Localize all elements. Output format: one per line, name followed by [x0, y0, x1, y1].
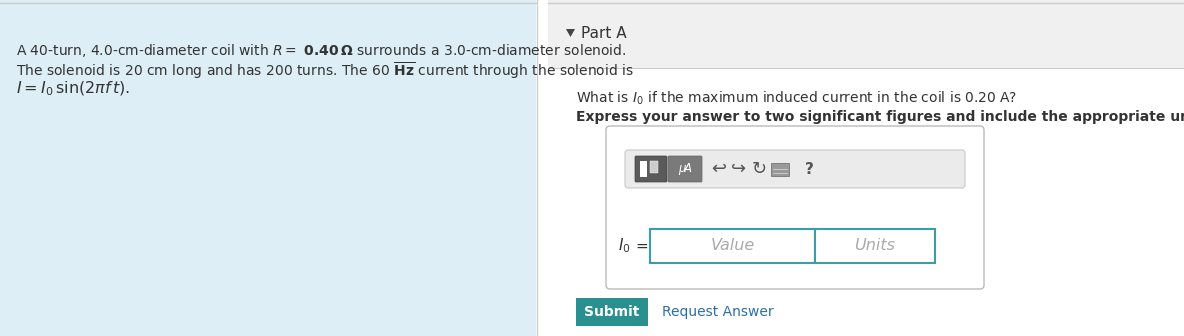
Text: ↩: ↩ [712, 160, 727, 178]
Text: What is $I_0$ if the maximum induced current in the coil is 0.20 A?: What is $I_0$ if the maximum induced cur… [575, 90, 1017, 108]
Bar [548, 0, 1184, 68]
FancyBboxPatch shape [635, 156, 667, 182]
Text: $I_0$: $I_0$ [618, 237, 631, 255]
Text: Units: Units [855, 239, 895, 253]
Text: ↪: ↪ [732, 160, 747, 178]
Text: Submit: Submit [585, 305, 639, 319]
Bar [815, 229, 935, 263]
Text: =: = [635, 239, 648, 253]
Bar [0, 0, 536, 336]
Text: The solenoid is 20 cm long and has 200 turns. The 60 $\mathbf{\overline{Hz}}$ cu: The solenoid is 20 cm long and has 200 t… [17, 61, 633, 81]
Polygon shape [566, 29, 575, 37]
Text: ↻: ↻ [752, 160, 766, 178]
FancyBboxPatch shape [606, 126, 984, 289]
Bar [650, 161, 658, 173]
Text: Value: Value [710, 239, 754, 253]
Text: Request Answer: Request Answer [662, 305, 773, 319]
FancyBboxPatch shape [625, 150, 965, 188]
Text: Express your answer to two significant figures and include the appropriate units: Express your answer to two significant f… [575, 110, 1184, 124]
Text: A 40-turn, 4.0-cm-diameter coil with $R=\ \mathbf{0.40\,\Omega}$ surrounds a 3.0: A 40-turn, 4.0-cm-diameter coil with $R=… [17, 42, 626, 59]
Text: ?: ? [805, 162, 813, 176]
Bar [771, 163, 789, 176]
FancyBboxPatch shape [575, 298, 648, 326]
FancyBboxPatch shape [668, 156, 702, 182]
Text: Part A: Part A [581, 26, 626, 41]
Bar [650, 229, 815, 263]
Bar [641, 161, 646, 177]
Text: $I = I_0\,\sin(2\pi f\,t).$: $I = I_0\,\sin(2\pi f\,t).$ [17, 80, 130, 98]
Text: $\mu\!A$: $\mu\!A$ [677, 161, 693, 177]
